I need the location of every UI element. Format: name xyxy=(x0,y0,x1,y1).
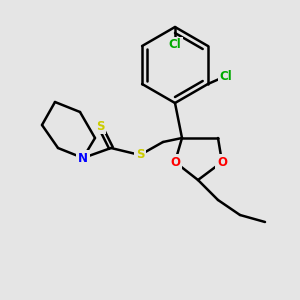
Text: S: S xyxy=(96,119,104,133)
Text: Cl: Cl xyxy=(220,70,232,83)
Text: N: N xyxy=(78,152,88,164)
Text: S: S xyxy=(136,148,144,161)
Text: O: O xyxy=(217,155,227,169)
Text: Cl: Cl xyxy=(169,38,182,52)
Text: O: O xyxy=(170,155,180,169)
